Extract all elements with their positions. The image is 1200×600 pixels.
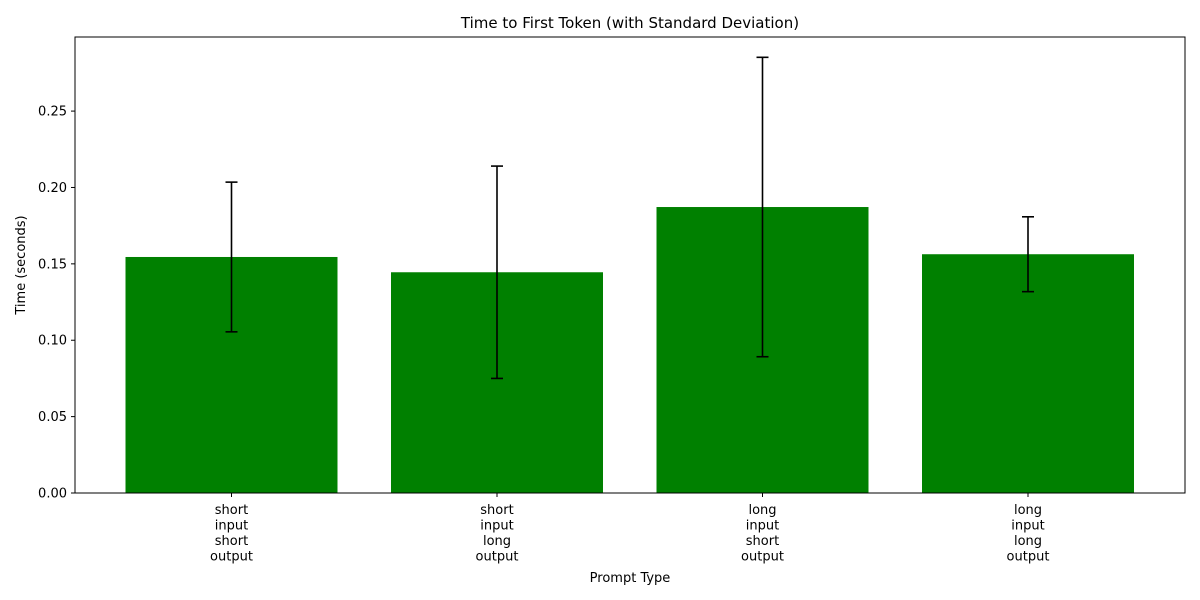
x-axis-label: Prompt Type bbox=[590, 571, 671, 586]
chart-title: Time to First Token (with Standard Devia… bbox=[460, 14, 799, 32]
y-tick-label: 0.10 bbox=[38, 334, 67, 349]
plot-frame bbox=[74, 36, 1186, 494]
errorbars-group bbox=[225, 56, 1034, 380]
error-bar bbox=[756, 56, 769, 358]
x-axis-ticks: short input short output short input long outpu… bbox=[210, 493, 1049, 565]
y-tick-label: 0.25 bbox=[38, 105, 67, 120]
bar bbox=[922, 254, 1134, 493]
y-tick-label: 0.05 bbox=[38, 410, 67, 425]
x-tick-label: long input short output bbox=[741, 503, 784, 565]
error-bar bbox=[491, 165, 503, 380]
x-tick-label: long input long output bbox=[1007, 503, 1050, 565]
x-tick-label: short input long output bbox=[476, 503, 519, 565]
x-tick-label: short input short output bbox=[210, 503, 253, 565]
y-tick-label: 0.20 bbox=[38, 181, 67, 196]
error-bar bbox=[225, 181, 238, 333]
y-tick-label: 0.00 bbox=[38, 487, 67, 502]
error-bar bbox=[1022, 216, 1034, 293]
y-axis-ticks: 0.00 0.05 0.10 0.15 0.20 0.25 bbox=[38, 105, 75, 502]
y-tick-label: 0.15 bbox=[38, 257, 67, 272]
y-axis-label: Time (seconds) bbox=[14, 215, 29, 315]
bars-group bbox=[125, 207, 1134, 493]
